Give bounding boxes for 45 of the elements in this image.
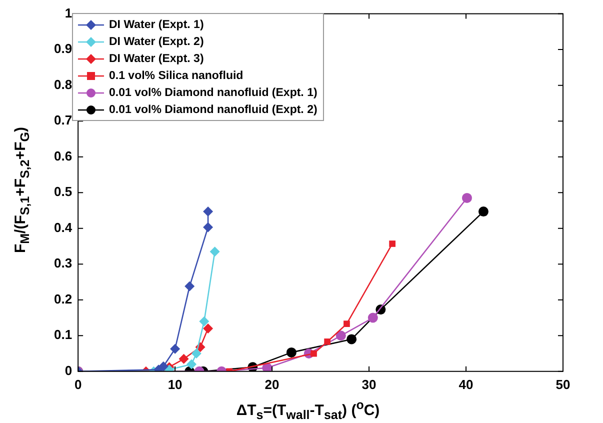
- y-tick-label: 0.6: [54, 148, 72, 164]
- point: [203, 222, 214, 232]
- point: [158, 361, 168, 372]
- point: [310, 350, 317, 357]
- point: [286, 347, 296, 358]
- x-tick-label: 50: [556, 376, 570, 392]
- point: [186, 359, 197, 370]
- legend-label: 0.1 vol% Silica nanofluid: [109, 70, 244, 82]
- point: [170, 344, 180, 354]
- point: [344, 320, 350, 328]
- point: [203, 323, 214, 334]
- y-tick-label: 0.4: [54, 220, 73, 235]
- y-tick-label: 1: [64, 5, 72, 20]
- point: [203, 206, 214, 217]
- point: [462, 192, 472, 203]
- legend-label: 0.01 vol% Diamond nanofluid (Expt. 1): [109, 86, 318, 98]
- y-tick-label: 0.1: [54, 327, 72, 342]
- point: [324, 338, 331, 345]
- point: [389, 240, 396, 247]
- legend-label: 0.01 vol% Diamond nanofluid (Expt. 2): [109, 104, 318, 116]
- point: [210, 246, 220, 257]
- x-tick-label: 40: [458, 376, 474, 392]
- point: [368, 312, 378, 323]
- x-tick-label: 30: [362, 376, 376, 392]
- point: [346, 334, 357, 344]
- point: [191, 348, 202, 359]
- point: [199, 316, 210, 326]
- y-tick-label: 0.5: [54, 184, 72, 200]
- text: ΔT$_{s}$=(T$_{wall}$-T$_{sat}$) ($^{o}$C): [236, 398, 380, 422]
- x-tick-label: 0: [74, 376, 82, 392]
- y-tick-label: 0.2: [54, 291, 72, 306]
- x-tick-label: 10: [168, 376, 182, 392]
- y-tick-label: 0.9: [54, 41, 72, 56]
- y-tick-label: 0.8: [54, 76, 72, 92]
- point: [184, 281, 195, 292]
- point: [178, 354, 189, 364]
- y-tick-label: 0: [64, 362, 72, 378]
- y-tick-label: 0.7: [54, 112, 72, 128]
- y-tick-label: 0.3: [54, 256, 72, 271]
- x-tick-label: 20: [264, 376, 280, 392]
- legend-label: DI Water (Expt. 1): [109, 18, 204, 30]
- legend-label: DI Water (Expt. 2): [109, 36, 204, 48]
- point: [478, 206, 488, 217]
- point: [336, 330, 346, 341]
- legend-label: DI Water (Expt. 3): [109, 52, 204, 64]
